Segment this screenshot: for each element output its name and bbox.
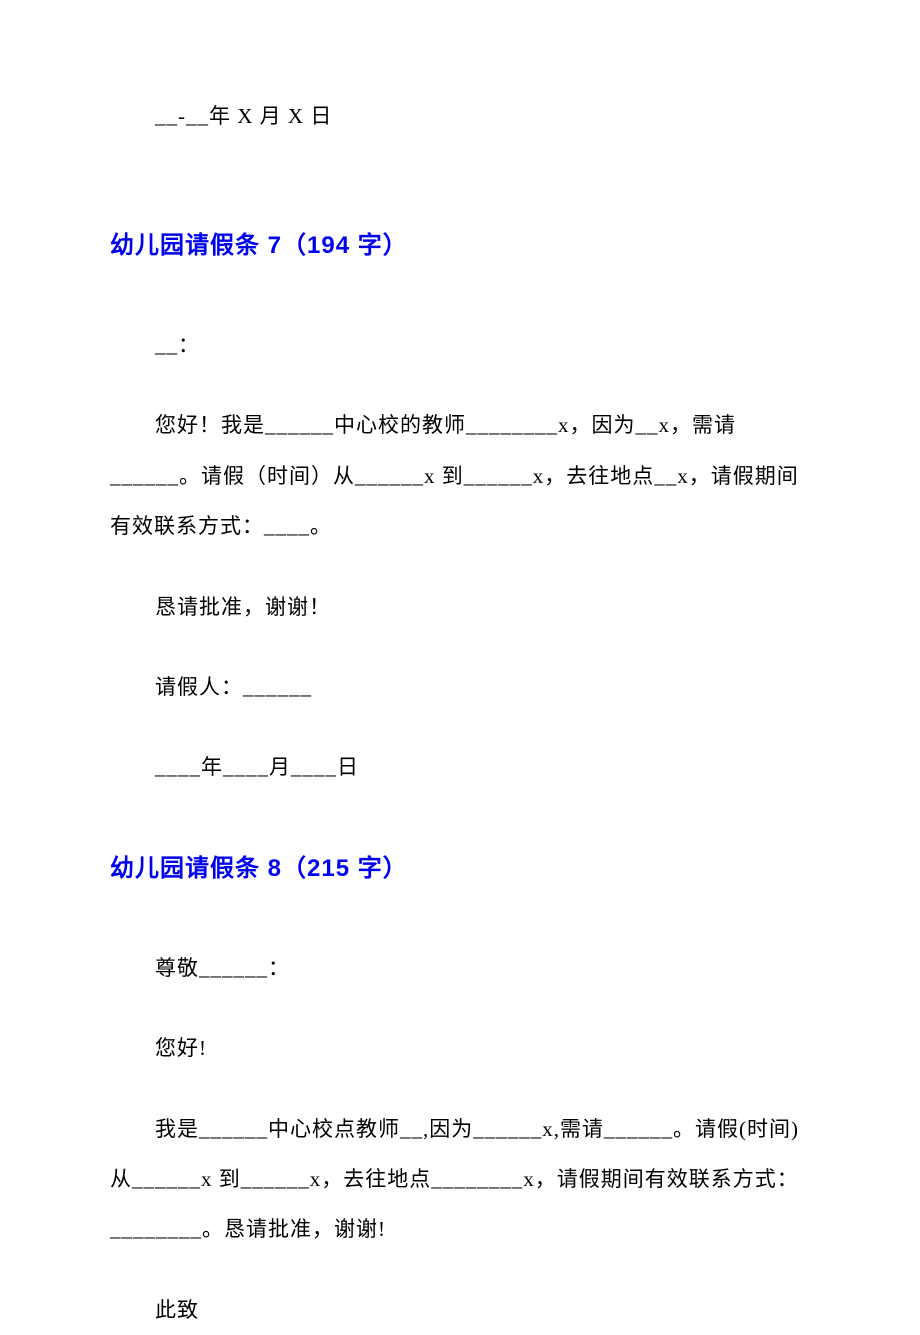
section-8-heading: 幼儿园请假条 8（215 字） xyxy=(110,848,810,883)
section-8-greeting: 尊敬______： xyxy=(110,943,810,993)
section-8-hello: 您好! xyxy=(110,1023,810,1073)
section-7-heading: 幼儿园请假条 7（194 字） xyxy=(110,225,810,260)
section-7-date: ____年____月____日 xyxy=(110,742,810,792)
prev-section-date: __-__年 X 月 X 日 xyxy=(155,100,810,130)
section-7-greeting: __： xyxy=(110,320,810,370)
section-7-body: 您好！我是______中心校的教师________x，因为__x，需请_____… xyxy=(110,400,810,551)
section-7-signer: 请假人：______ xyxy=(110,662,810,712)
section-7-approve: 恳请批准，谢谢！ xyxy=(110,582,810,632)
section-8-closing: 此致 xyxy=(110,1285,810,1335)
section-8-body: 我是______中心校点教师__,因为______x,需请______。请假(时… xyxy=(110,1104,810,1255)
